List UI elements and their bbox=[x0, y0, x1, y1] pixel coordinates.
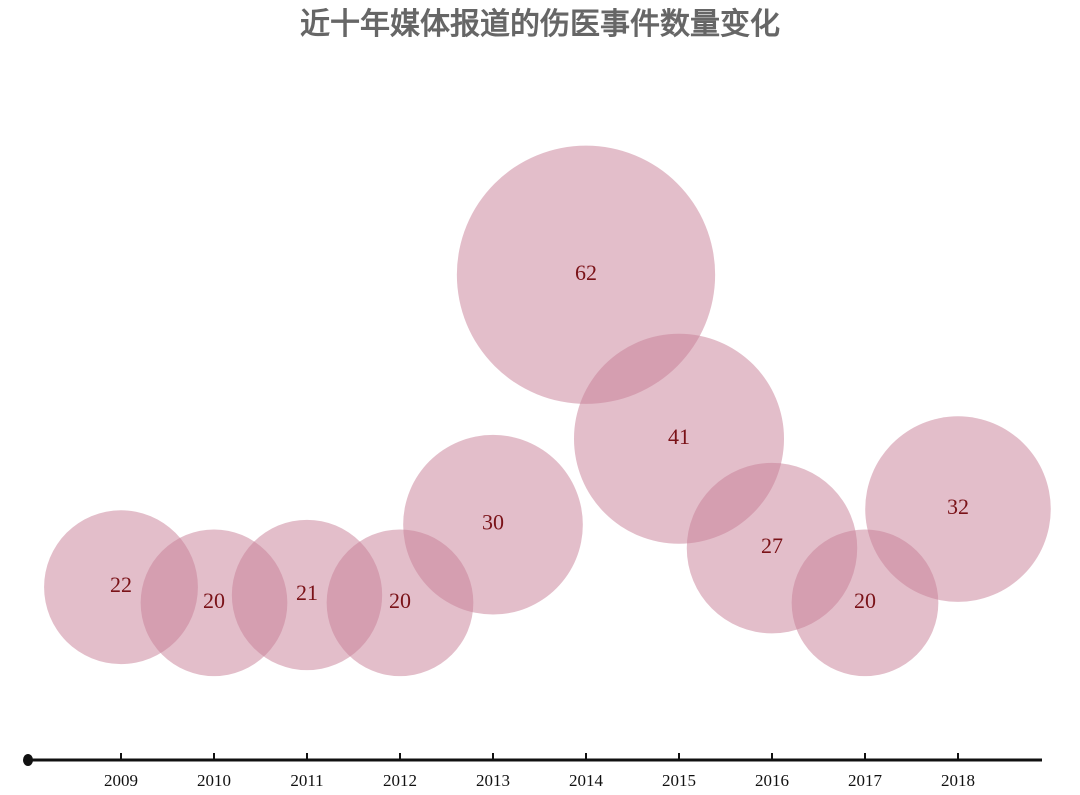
x-tick-label: 2010 bbox=[197, 771, 231, 790]
bubble bbox=[403, 434, 583, 615]
value-label: 27 bbox=[761, 533, 783, 558]
value-label: 22 bbox=[110, 572, 132, 597]
value-label: 21 bbox=[296, 580, 318, 605]
x-tick-label: 2017 bbox=[848, 771, 883, 790]
value-label: 20 bbox=[203, 588, 225, 613]
x-tick-label: 2009 bbox=[104, 771, 138, 790]
value-label: 32 bbox=[947, 494, 969, 519]
value-label: 20 bbox=[854, 588, 876, 613]
axis-start-dot bbox=[23, 754, 33, 766]
x-tick-label: 2011 bbox=[290, 771, 323, 790]
chart-title: 近十年媒体报道的伤医事件数量变化 bbox=[300, 7, 780, 41]
x-tick-label: 2015 bbox=[662, 771, 696, 790]
x-tick-label: 2018 bbox=[941, 771, 975, 790]
x-tick-label: 2012 bbox=[383, 771, 417, 790]
x-tick-label: 2014 bbox=[569, 771, 604, 790]
value-label: 41 bbox=[668, 424, 690, 449]
bubble bbox=[865, 416, 1051, 602]
x-tick-label: 2013 bbox=[476, 771, 510, 790]
value-label: 20 bbox=[389, 588, 411, 613]
value-label: 62 bbox=[575, 260, 597, 285]
value-label: 30 bbox=[482, 510, 504, 535]
x-tick-label: 2016 bbox=[755, 771, 789, 790]
